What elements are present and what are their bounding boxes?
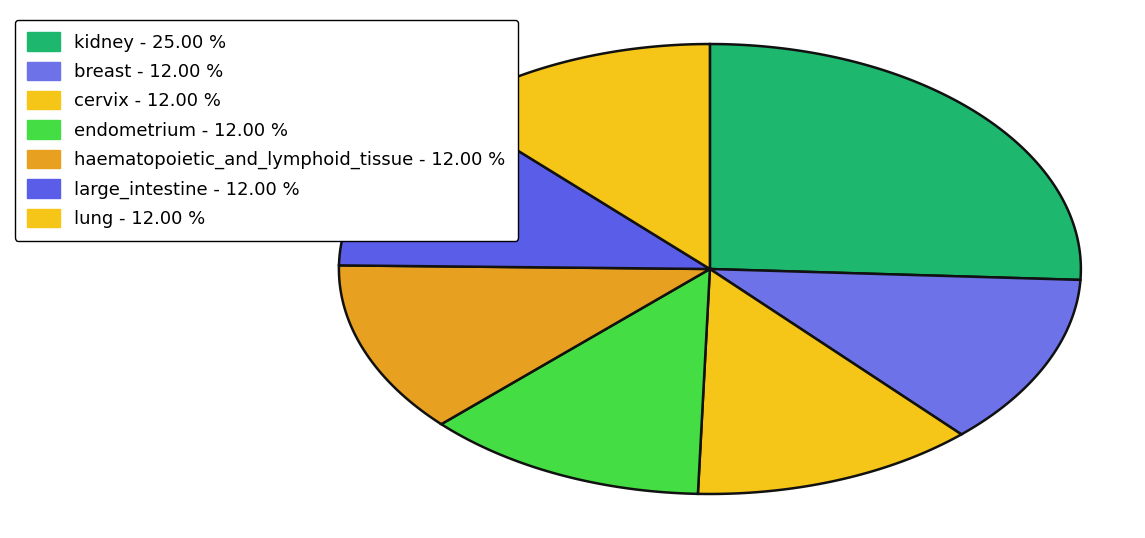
Polygon shape [698, 269, 962, 494]
Polygon shape [710, 44, 1081, 280]
Polygon shape [339, 109, 710, 269]
Polygon shape [441, 269, 710, 494]
Polygon shape [339, 265, 710, 424]
Polygon shape [710, 269, 1081, 434]
Polygon shape [450, 44, 710, 269]
Legend: kidney - 25.00 %, breast - 12.00 %, cervix - 12.00 %, endometrium - 12.00 %, hae: kidney - 25.00 %, breast - 12.00 %, cerv… [15, 20, 519, 240]
